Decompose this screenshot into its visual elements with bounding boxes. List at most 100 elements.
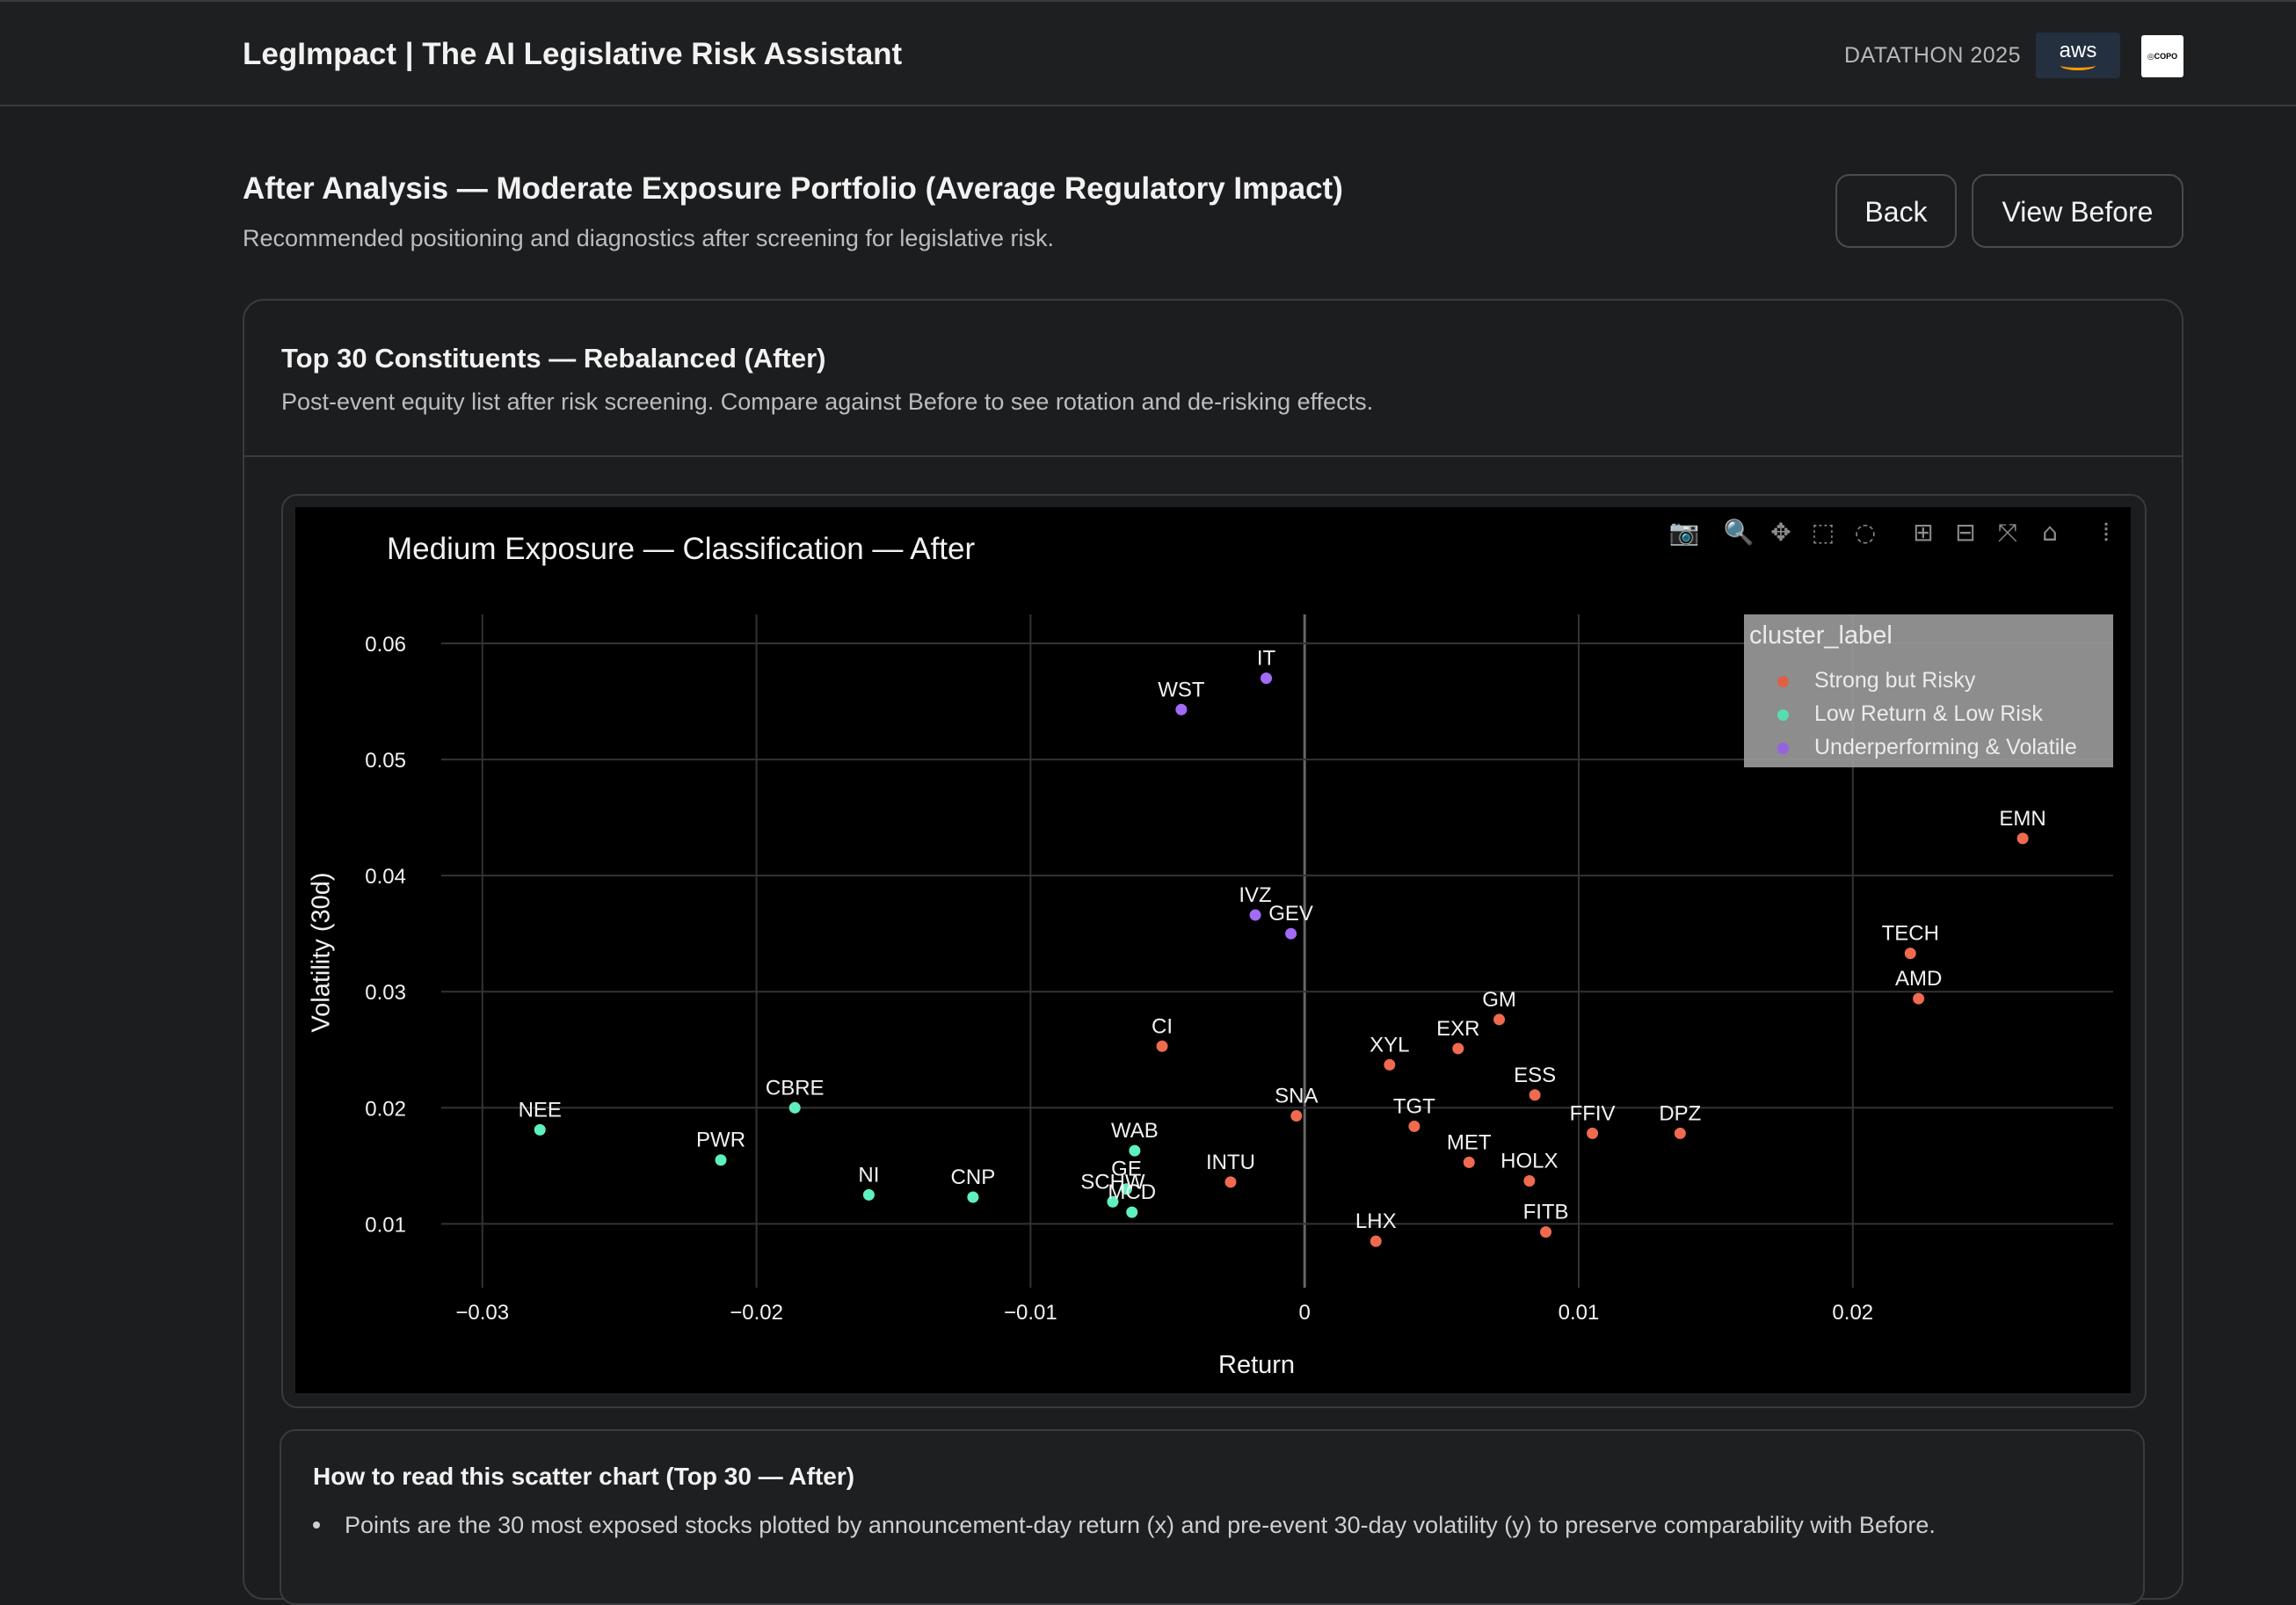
plotly-logo-icon[interactable]: ⦙ bbox=[2103, 518, 2109, 547]
point-label: WAB bbox=[1111, 1119, 1159, 1143]
legend-marker-icon bbox=[1777, 709, 1789, 721]
chart-frame bbox=[281, 494, 2147, 1408]
point-label: TECH bbox=[1882, 922, 1939, 946]
data-point[interactable] bbox=[1913, 992, 1925, 1005]
lasso-icon[interactable]: ◌ bbox=[1855, 518, 1876, 547]
page-title: After Analysis — Moderate Exposure Portf… bbox=[243, 171, 1343, 206]
x-tick-label: −0.02 bbox=[730, 1301, 783, 1325]
data-point[interactable] bbox=[1452, 1042, 1464, 1055]
data-point[interactable] bbox=[1121, 1183, 1133, 1195]
scatter-chart[interactable]: −0.03 −0.02 −0.01 0 0.01 0.02 0.01 0.02 0.03 0.04… bbox=[295, 507, 2131, 1393]
point-label: GE bbox=[1111, 1158, 1142, 1181]
scatter-chart-svg[interactable]: −0.03 −0.02 −0.01 0 0.01 0.02 0.01 0.02 0.03 0.04… bbox=[295, 507, 2131, 1393]
view-before-button[interactable]: View Before bbox=[1972, 174, 2183, 248]
data-point[interactable] bbox=[1523, 1174, 1536, 1187]
aws-logo: aws bbox=[2036, 33, 2120, 78]
data-point[interactable] bbox=[1540, 1226, 1552, 1238]
data-point[interactable] bbox=[1285, 927, 1297, 940]
reset-axes-icon[interactable]: ⌂ bbox=[2042, 518, 2058, 547]
point-label: SCHW bbox=[1080, 1170, 1145, 1194]
data-point[interactable] bbox=[715, 1154, 727, 1166]
back-button[interactable]: Back bbox=[1835, 174, 1957, 248]
legend-marker-icon bbox=[1777, 743, 1789, 754]
point-label: CI bbox=[1152, 1014, 1173, 1038]
y-tick-label: 0.03 bbox=[365, 981, 406, 1005]
x-tick-label: −0.03 bbox=[455, 1301, 509, 1325]
pan-icon[interactable]: ✥ bbox=[1770, 518, 1791, 547]
camera-icon[interactable]: 📷 bbox=[1669, 518, 1700, 547]
chart-title: Medium Exposure — Classification — After bbox=[387, 532, 976, 566]
legend-item[interactable]: Underperforming & Volatile bbox=[1814, 735, 2077, 759]
point-label: IT bbox=[1257, 647, 1276, 671]
chart-legend[interactable]: cluster_label Strong but Risky Low Return… bbox=[1744, 614, 2113, 767]
zoom-out-icon[interactable]: ⊟ bbox=[1955, 518, 1975, 547]
data-point[interactable] bbox=[1493, 1013, 1506, 1026]
data-point[interactable] bbox=[1249, 909, 1261, 921]
data-point[interactable] bbox=[967, 1191, 979, 1203]
data-point[interactable] bbox=[1107, 1195, 1119, 1208]
legend-item[interactable]: Low Return & Low Risk bbox=[1814, 701, 2043, 726]
point-label: XYL bbox=[1370, 1033, 1409, 1057]
box-select-icon[interactable]: ⬚ bbox=[1812, 518, 1835, 547]
legend-marker-icon bbox=[1777, 676, 1789, 687]
x-tick-label: 0.02 bbox=[1832, 1301, 1873, 1325]
y-tick-label: 0.05 bbox=[365, 749, 406, 773]
data-point[interactable] bbox=[1463, 1156, 1475, 1168]
data-point[interactable] bbox=[1529, 1089, 1541, 1101]
card-description: Post-event equity list after risk screen… bbox=[281, 389, 1374, 415]
data-point[interactable] bbox=[788, 1101, 801, 1114]
point-label: EMN bbox=[1999, 807, 2045, 831]
help-bullet: Points are the 30 most exposed stocks pl… bbox=[345, 1512, 1936, 1538]
x-tick-label: −0.01 bbox=[1004, 1301, 1057, 1325]
legend-item[interactable]: Strong but Risky bbox=[1814, 668, 1976, 693]
data-point[interactable] bbox=[1175, 703, 1188, 715]
bullet-icon bbox=[313, 1521, 320, 1529]
data-point[interactable] bbox=[1370, 1235, 1382, 1247]
data-point[interactable] bbox=[1904, 948, 1916, 960]
card-title: Top 30 Constituents — Rebalanced (After) bbox=[281, 343, 826, 374]
point-label: FITB bbox=[1523, 1201, 1569, 1224]
point-label: MET bbox=[1447, 1130, 1492, 1154]
event-label: DATATHON 2025 bbox=[1844, 43, 2021, 68]
y-tick-label: 0.01 bbox=[365, 1213, 406, 1237]
data-point[interactable] bbox=[1290, 1110, 1303, 1122]
point-label: NEE bbox=[519, 1098, 562, 1122]
aws-smile-icon bbox=[2060, 61, 2096, 70]
point-label: AMD bbox=[1895, 967, 1942, 991]
page-subtitle: Recommended positioning and diagnostics … bbox=[243, 225, 1054, 251]
point-label: GM bbox=[1482, 988, 1516, 1012]
data-point[interactable] bbox=[862, 1188, 875, 1201]
x-axis-title: Return bbox=[1218, 1351, 1296, 1379]
point-label: DPZ bbox=[1659, 1101, 1701, 1125]
point-label: EXR bbox=[1436, 1017, 1479, 1041]
data-point[interactable] bbox=[1384, 1058, 1396, 1071]
data-point[interactable] bbox=[1587, 1127, 1599, 1139]
data-point[interactable] bbox=[1674, 1127, 1686, 1139]
card-divider bbox=[244, 455, 2182, 457]
point-label: GEV bbox=[1268, 902, 1313, 926]
zoom-icon[interactable]: 🔍 bbox=[1724, 516, 1755, 547]
data-point[interactable] bbox=[1126, 1206, 1138, 1218]
y-tick-label: 0.06 bbox=[365, 633, 406, 657]
point-label: SNA bbox=[1275, 1085, 1318, 1108]
point-label: INTU bbox=[1206, 1151, 1255, 1174]
data-point[interactable] bbox=[1156, 1040, 1168, 1052]
data-point[interactable] bbox=[1129, 1144, 1141, 1157]
data-point[interactable] bbox=[1408, 1120, 1420, 1132]
x-tick-label: 0 bbox=[1299, 1301, 1311, 1325]
point-label: WST bbox=[1158, 678, 1205, 701]
point-label: ESS bbox=[1514, 1064, 1556, 1087]
aws-logo-text: aws bbox=[2059, 39, 2097, 62]
point-label: HOLX bbox=[1500, 1149, 1558, 1173]
point-label: LHX bbox=[1355, 1209, 1397, 1233]
data-point[interactable] bbox=[1224, 1176, 1237, 1188]
data-point[interactable] bbox=[534, 1123, 546, 1136]
zoom-in-icon[interactable]: ⊞ bbox=[1913, 518, 1933, 547]
autoscale-icon[interactable]: ⤧ bbox=[1998, 518, 2017, 547]
x-tick-label: 0.01 bbox=[1559, 1301, 1600, 1325]
point-label: FFIV bbox=[1570, 1101, 1616, 1125]
y-axis-title: Volatility (30d) bbox=[307, 872, 336, 1033]
app-title: LegImpact | The AI Legislative Risk Assi… bbox=[243, 37, 903, 71]
data-point[interactable] bbox=[1261, 672, 1273, 685]
data-point[interactable] bbox=[2016, 832, 2029, 845]
